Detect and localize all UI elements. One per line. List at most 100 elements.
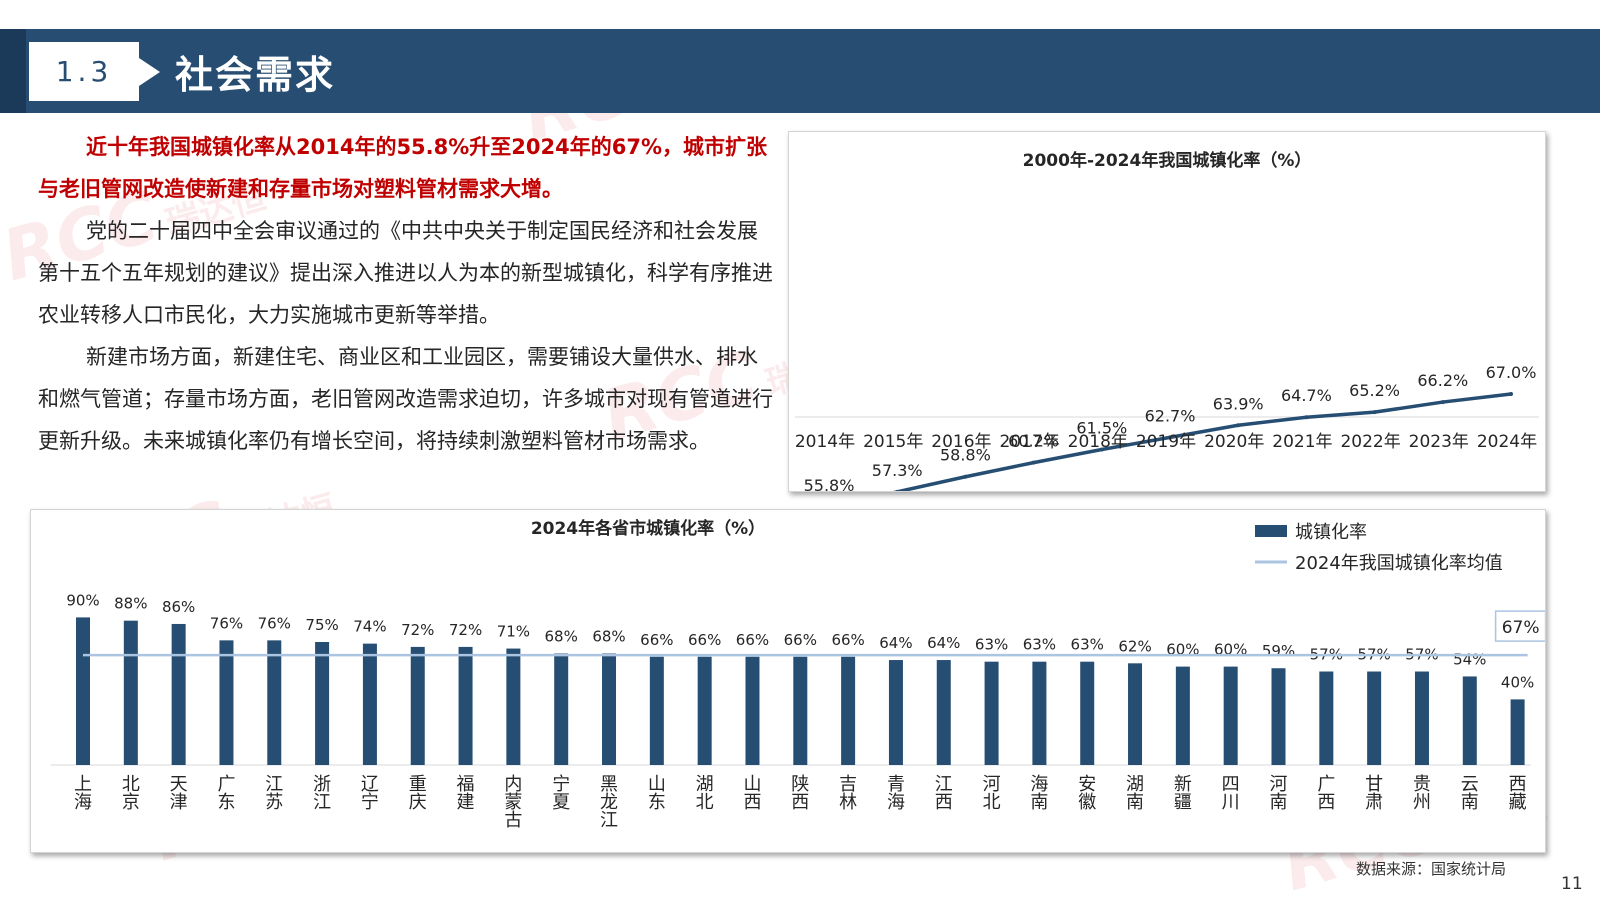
x-tick-label: 江西 bbox=[935, 774, 953, 813]
data-label: 90% bbox=[66, 591, 99, 609]
bar bbox=[315, 642, 330, 765]
x-tick-label: 广东 bbox=[217, 774, 235, 813]
bar bbox=[219, 640, 234, 765]
data-label: 76% bbox=[210, 614, 243, 632]
data-label: 74% bbox=[353, 618, 386, 636]
paragraph: 党的二十届四中全会审议通过的《中共中央关于制定国民经济和社会发展第十五个五年规划… bbox=[38, 219, 773, 327]
data-point bbox=[895, 489, 900, 491]
data-point bbox=[1168, 435, 1172, 440]
x-tick-label: 2021年 bbox=[1272, 432, 1332, 452]
bar-chart: 2024年各省市城镇化率（%） 城镇化率 2024年我国城镇化率均值 90% 上海 88%… bbox=[51, 518, 1545, 831]
data-label: 75% bbox=[305, 616, 338, 634]
x-tick-label: 湖南 bbox=[1126, 774, 1144, 813]
bar bbox=[171, 623, 186, 765]
bar bbox=[745, 656, 760, 765]
data-point bbox=[1304, 415, 1309, 420]
data-point bbox=[963, 474, 968, 479]
x-tick-label: 山西 bbox=[743, 774, 761, 813]
x-tick-label: 四川 bbox=[1222, 774, 1240, 813]
bar bbox=[1510, 699, 1525, 765]
bar bbox=[362, 643, 377, 765]
x-tick-label: 内蒙古 bbox=[504, 774, 522, 831]
data-label: 88% bbox=[114, 595, 147, 613]
bar bbox=[506, 648, 521, 765]
data-label: 57.3% bbox=[872, 461, 923, 480]
line-chart: 2000年-2024年我国城镇化率（%） 55.8% 2014年 57.3% 2015年… bbox=[795, 150, 1539, 491]
x-tick-label: 山东 bbox=[648, 774, 666, 813]
bar bbox=[1319, 671, 1334, 765]
legend-swatch-bar bbox=[1255, 525, 1287, 537]
data-label: 63% bbox=[1071, 636, 1104, 654]
data-label: 66% bbox=[831, 631, 864, 649]
data-label: 66.2% bbox=[1417, 371, 1468, 390]
x-tick-label: 2015年 bbox=[863, 432, 923, 452]
bar bbox=[76, 617, 90, 765]
bar bbox=[1462, 676, 1477, 765]
bar bbox=[267, 640, 282, 765]
bar bbox=[888, 660, 903, 765]
data-label: 64.7% bbox=[1281, 386, 1332, 405]
data-label: 71% bbox=[497, 623, 530, 641]
bar bbox=[936, 660, 951, 765]
data-label: 64% bbox=[927, 634, 960, 652]
x-tick-label: 安徽 bbox=[1078, 774, 1096, 813]
line-chart-panel: 2000年-2024年我国城镇化率（%） 55.8% 2014年 57.3% 2015年… bbox=[788, 131, 1546, 492]
x-tick-label: 陕西 bbox=[791, 774, 809, 813]
x-tick-label: 甘肃 bbox=[1365, 774, 1383, 813]
x-tick-label: 2017年 bbox=[999, 432, 1059, 452]
data-label: 66% bbox=[640, 631, 673, 649]
x-tick-label: 2023年 bbox=[1409, 432, 1469, 452]
header-band bbox=[0, 29, 1600, 113]
data-label: 76% bbox=[258, 614, 291, 632]
data-label: 62% bbox=[1118, 637, 1151, 655]
data-source: 数据来源：国家统计局 bbox=[1356, 860, 1507, 878]
data-point bbox=[1031, 460, 1036, 465]
section-arrow-icon bbox=[139, 58, 160, 86]
x-tick-label: 江苏 bbox=[265, 774, 283, 813]
data-label: 63.9% bbox=[1213, 394, 1264, 413]
x-tick-label: 2022年 bbox=[1340, 432, 1400, 452]
data-label: 67.0% bbox=[1486, 363, 1537, 382]
bar bbox=[458, 646, 473, 765]
data-label: 63% bbox=[975, 636, 1008, 654]
data-label: 66% bbox=[736, 631, 769, 649]
bar bbox=[1223, 666, 1238, 765]
bar bbox=[649, 656, 664, 765]
section-number: 1.3 bbox=[29, 42, 139, 101]
data-label: 60.2% bbox=[1008, 432, 1059, 451]
data-label: 63% bbox=[1023, 636, 1056, 654]
x-tick-label: 上海 bbox=[74, 774, 92, 813]
data-point bbox=[1099, 447, 1104, 452]
body-text: 近十年我国城镇化率从2014年的55.8%升至2024年的67%，城市扩张与老旧… bbox=[38, 126, 778, 462]
data-label: 86% bbox=[162, 598, 195, 616]
x-tick-label: 重庆 bbox=[409, 774, 427, 813]
data-label: 61.5% bbox=[1076, 418, 1127, 437]
x-tick-label: 2014年 bbox=[795, 432, 855, 452]
data-label: 72% bbox=[449, 621, 482, 639]
bar bbox=[697, 656, 712, 765]
chart-title: 2024年各省市城镇化率（%） bbox=[531, 518, 765, 539]
page-title: 社会需求 bbox=[175, 53, 336, 97]
x-tick-label: 2024年 bbox=[1477, 432, 1537, 452]
bar bbox=[1128, 663, 1143, 765]
data-point bbox=[1372, 410, 1377, 415]
x-tick-label: 宁夏 bbox=[552, 774, 570, 813]
x-tick-label: 青海 bbox=[887, 774, 905, 813]
highlight-paragraph: 近十年我国城镇化率从2014年的55.8%升至2024年的67%，城市扩张与老旧… bbox=[38, 135, 768, 201]
bar bbox=[793, 656, 808, 765]
x-tick-label: 浙江 bbox=[313, 774, 331, 813]
bar bbox=[1080, 661, 1095, 765]
average-label: 67% bbox=[1502, 618, 1540, 638]
x-tick-label: 2020年 bbox=[1204, 432, 1264, 452]
data-label: 58.8% bbox=[940, 446, 991, 465]
data-label: 59% bbox=[1262, 642, 1295, 660]
data-label: 54% bbox=[1453, 650, 1486, 668]
x-tick-label: 贵州 bbox=[1413, 774, 1431, 813]
data-point bbox=[1509, 392, 1513, 396]
x-tick-label: 新疆 bbox=[1174, 774, 1192, 813]
bar bbox=[1367, 671, 1382, 765]
x-tick-label: 2018年 bbox=[1068, 432, 1128, 452]
page-number: 11 bbox=[1561, 874, 1583, 894]
bar bbox=[841, 656, 856, 765]
x-tick-label: 西藏 bbox=[1509, 774, 1527, 813]
